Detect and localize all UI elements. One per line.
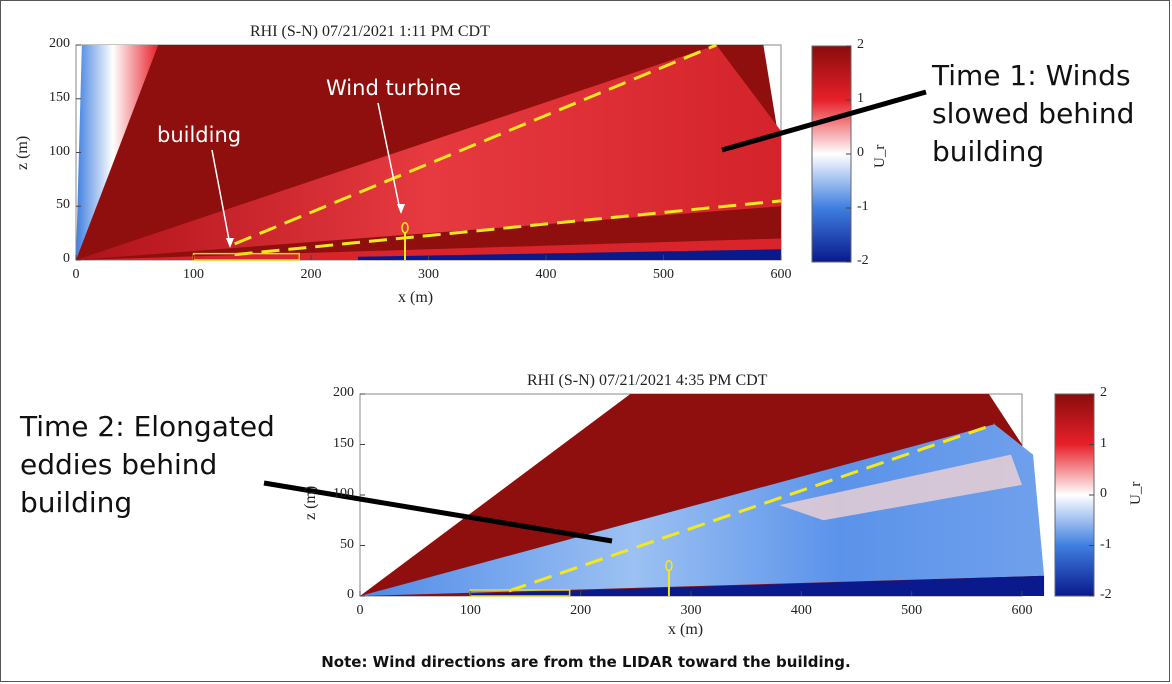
y-tick-label: 100 <box>49 143 70 159</box>
wake-boundary-1-1 <box>234 43 717 246</box>
wake-boundary-1-2 <box>234 199 782 257</box>
building-arrow <box>211 149 231 246</box>
y-axis-label-1: z (m) <box>14 135 31 170</box>
wind-turbine-rotor-2 <box>665 559 673 572</box>
y-tick-label: 50 <box>56 197 70 213</box>
wake-boundary-2-1 <box>508 422 995 593</box>
time-2-label: Time 2: Elongated eddies behind building <box>20 410 275 519</box>
x-tick-label: 300 <box>680 603 702 618</box>
note-text: Note: Wind directions are from the LIDAR… <box>321 653 851 671</box>
wind-turbine-arrowhead <box>397 204 405 214</box>
y-tick-label: 200 <box>49 36 70 51</box>
y-axis-label-2: z (m) <box>302 485 319 520</box>
x-tick-label: 500 <box>901 603 923 618</box>
x-tick-label: 100 <box>459 603 481 618</box>
x-tick-label: 400 <box>790 603 812 618</box>
colorbar-tick-label: -2 <box>1100 587 1112 602</box>
ground-layer-2 <box>470 575 1045 596</box>
x-axis-label-1: x (m) <box>398 289 434 306</box>
x-axis-label-2: x (m) <box>668 621 704 638</box>
y-tick-label: 50 <box>340 536 354 552</box>
wake-region-1 <box>76 45 781 260</box>
building-annotation: building <box>157 123 242 147</box>
x-tick-label: 300 <box>418 267 439 282</box>
x-tick-label: 200 <box>300 267 322 282</box>
colorbar-tick-label: 0 <box>1100 486 1107 501</box>
y-tick-label: 100 <box>333 486 354 501</box>
plot-title-2: RHI (S-N) 07/21/2021 4:35 PM CDT <box>527 372 768 389</box>
x-tick-label: 100 <box>183 267 204 282</box>
x-tick-label: 0 <box>356 603 364 618</box>
colorbar-tick-label: -2 <box>857 253 869 268</box>
y-tick-label: 150 <box>333 435 354 451</box>
x-tick-label: 0 <box>72 267 80 282</box>
time-2-leader-line <box>263 480 613 544</box>
wind-turbine-arrow <box>377 102 401 211</box>
colorbar-tick-label: 0 <box>857 145 864 160</box>
building-arrowhead <box>226 238 234 248</box>
panel-1 <box>75 43 852 263</box>
x-tick-label: 600 <box>1011 603 1033 618</box>
ground-layer-1 <box>358 249 781 260</box>
x-tick-label: 200 <box>570 603 592 618</box>
plot-title-1: RHI (S-N) 07/21/2021 1:11 PM CDT <box>250 23 490 40</box>
colorbar-label-2: U_r <box>1128 481 1144 505</box>
wind-turbine-rotor-1 <box>401 222 409 234</box>
colorbar-tick-label: -1 <box>857 199 869 214</box>
colorbar-tick-label: 2 <box>857 37 864 52</box>
wind-turbine-annotation: Wind turbine <box>326 76 462 100</box>
time-1-label: Time 1: Winds slowed behind building <box>932 59 1135 168</box>
y-tick-label: 0 <box>347 587 354 602</box>
colorbar-1 <box>811 45 852 263</box>
time-1-leader-line <box>721 89 927 153</box>
x-tick-label: 600 <box>770 267 792 282</box>
colorbar-tick-label: 1 <box>1100 435 1107 451</box>
panel-2 <box>359 393 1095 597</box>
y-tick-label: 0 <box>63 251 70 266</box>
x-tick-label: 400 <box>535 267 557 282</box>
colorbar-tick-label: 1 <box>857 91 864 106</box>
upward-beams-1 <box>76 45 159 260</box>
y-tick-label: 150 <box>49 89 70 105</box>
colorbar-tick-label: 2 <box>1100 385 1107 400</box>
x-tick-label: 500 <box>653 267 674 282</box>
y-tick-label: 200 <box>333 385 354 400</box>
colorbar-tick-label: -1 <box>1100 536 1112 552</box>
eddy-band-2 <box>779 454 1022 521</box>
colorbar-label-1: U_r <box>872 144 888 168</box>
colorbar-2 <box>1054 393 1095 597</box>
